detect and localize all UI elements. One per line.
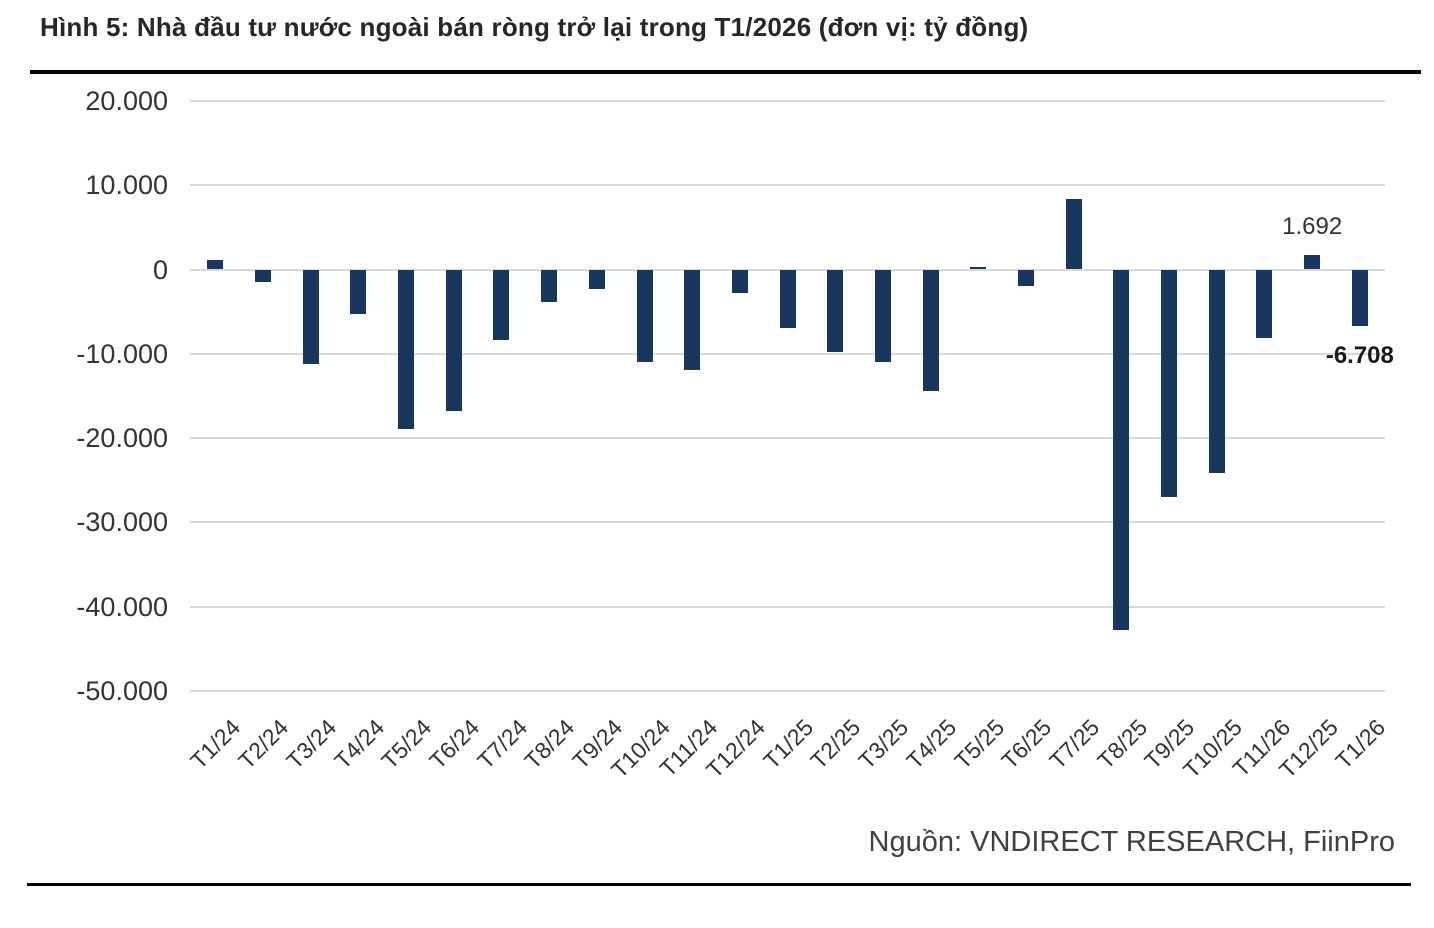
x-axis-label: T8/24 — [519, 714, 580, 774]
gridline — [190, 605, 1385, 608]
x-axis-label: T6/25 — [996, 714, 1057, 774]
x-axis-label: T6/24 — [424, 714, 485, 774]
data-label: -6.708 — [1325, 342, 1394, 369]
figure-title: Hình 5: Nhà đầu tư nước ngoài bán ròng t… — [40, 12, 1029, 42]
x-axis-label: T7/24 — [471, 714, 532, 774]
bar-T7/25 — [1065, 198, 1082, 270]
bar-T12/25 — [1304, 255, 1321, 270]
bar-T3/25 — [874, 269, 891, 363]
bar-T1/24 — [207, 260, 224, 270]
bar-T10/24 — [636, 269, 653, 363]
bar-T6/25 — [1018, 269, 1035, 286]
gridline — [190, 184, 1385, 187]
x-axis-label: T1/25 — [757, 714, 818, 774]
y-axis-tick-label: -20.000 — [76, 423, 168, 453]
x-axis-label: T1/26 — [1330, 714, 1391, 774]
bar-T10/25 — [1208, 269, 1225, 474]
footer-rule — [27, 883, 1411, 886]
y-axis-tick-label: 10.000 — [85, 170, 168, 201]
bar-T9/24 — [588, 269, 605, 289]
title-rule — [30, 70, 1421, 74]
bar-T1/25 — [779, 269, 796, 329]
data-label: 1.692 — [1282, 213, 1343, 241]
bar-T11/24 — [684, 269, 701, 370]
gridline — [190, 100, 1385, 102]
bar-T5/25 — [970, 266, 987, 270]
y-axis-tick-label: -10.000 — [76, 338, 168, 369]
bar-T2/25 — [827, 269, 844, 353]
bar-T1/26 — [1351, 269, 1368, 326]
bar-T9/25 — [1161, 269, 1178, 497]
bar-T12/24 — [731, 269, 748, 294]
y-axis-tick-label: 0 — [152, 254, 168, 285]
bar-T11/26 — [1256, 269, 1273, 338]
x-axis-label: T4/25 — [901, 714, 962, 774]
x-axis-label: T3/25 — [853, 714, 914, 774]
bar-T6/24 — [445, 269, 462, 412]
x-axis-label: T3/24 — [281, 714, 342, 774]
x-axis-label: T5/24 — [376, 714, 437, 774]
bar-T4/25 — [922, 269, 939, 391]
x-axis-label: T5/25 — [948, 714, 1009, 774]
x-axis-label: T2/24 — [233, 714, 294, 774]
x-axis-label: T1/24 — [185, 714, 246, 774]
gridline — [190, 521, 1385, 524]
gridline — [190, 689, 1385, 692]
x-axis-label: T4/24 — [328, 714, 389, 774]
y-axis-tick-label: -50.000 — [76, 675, 168, 706]
gridline — [190, 352, 1385, 355]
y-axis-tick-label: 20.000 — [85, 86, 168, 116]
bar-T8/25 — [1113, 269, 1130, 631]
x-axis-label: T2/25 — [805, 714, 866, 774]
y-axis-tick-label: -40.000 — [76, 591, 168, 622]
x-axis-label: T7/25 — [1044, 714, 1105, 774]
bar-T8/24 — [541, 269, 558, 302]
bar-T4/24 — [350, 269, 367, 315]
bar-T3/24 — [302, 269, 319, 364]
gridline — [190, 437, 1385, 439]
bar-T5/24 — [398, 269, 415, 429]
bar-T2/24 — [254, 269, 271, 283]
x-axis-label: T8/25 — [1091, 714, 1152, 774]
bar-T7/24 — [493, 269, 510, 341]
source-note: Nguồn: VNDIRECT RESEARCH, FiinPro — [868, 826, 1395, 858]
y-axis-tick-label: -30.000 — [76, 507, 168, 538]
